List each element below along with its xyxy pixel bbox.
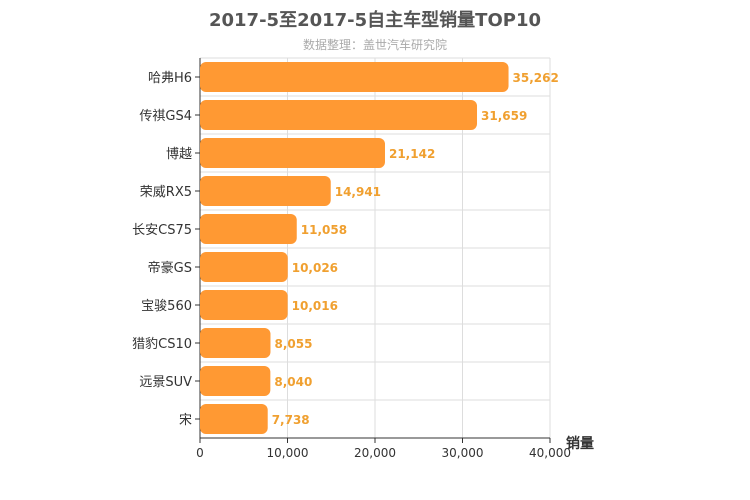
category-label: 长安CS75 (132, 223, 192, 238)
category-label: 博越 (166, 147, 192, 162)
x-tick-label: 10,000 (267, 446, 309, 460)
bar (200, 290, 288, 320)
category-label: 远景SUV (139, 375, 192, 390)
value-label: 10,026 (292, 261, 338, 275)
bar (200, 62, 509, 92)
value-label: 7,738 (272, 413, 310, 427)
category-label: 宋 (179, 413, 192, 428)
value-label: 31,659 (481, 109, 527, 123)
category-label: 哈弗H6 (148, 71, 192, 86)
bar (200, 138, 385, 168)
value-label: 8,040 (274, 375, 312, 389)
value-label: 21,142 (389, 147, 435, 161)
category-label: 传祺GS4 (139, 109, 192, 124)
value-label: 11,058 (301, 223, 347, 237)
value-label: 10,016 (292, 299, 338, 313)
bar (200, 328, 271, 358)
value-label: 35,262 (513, 71, 559, 85)
value-label: 14,941 (335, 185, 381, 199)
x-axis-title: 销量 (566, 435, 594, 452)
value-label: 8,055 (274, 337, 312, 351)
bar (200, 366, 271, 396)
bar (200, 214, 297, 244)
bar (200, 100, 478, 130)
chart-subtitle: 数据整理：盖世汽车研究院 (302, 38, 447, 52)
x-tick-label: 30,000 (442, 446, 484, 460)
bar (200, 176, 331, 206)
x-tick-label: 40,000 (529, 446, 571, 460)
chart-title: 2017-5至2017-5自主车型销量TOP10 (208, 10, 541, 31)
category-label: 荣威RX5 (140, 185, 192, 200)
bar (200, 252, 288, 282)
bar (200, 404, 268, 434)
category-label: 猎豹CS10 (132, 337, 192, 352)
category-label: 宝骏560 (141, 299, 192, 314)
category-label: 帝豪GS (148, 260, 192, 276)
x-tick-label: 0 (196, 446, 204, 460)
x-tick-label: 20,000 (354, 446, 396, 460)
